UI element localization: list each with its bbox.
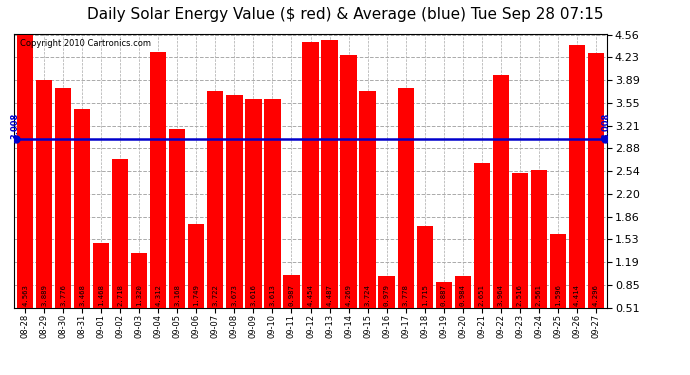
Text: 1.596: 1.596	[555, 284, 561, 306]
Bar	[17, 35, 33, 308]
Bar	[550, 234, 566, 308]
Bar	[359, 92, 375, 308]
Bar	[150, 52, 166, 308]
Text: 0.887: 0.887	[441, 284, 446, 306]
Bar	[264, 99, 281, 308]
Text: 3.616: 3.616	[250, 284, 257, 306]
Text: 1.749: 1.749	[193, 284, 199, 306]
Text: 3.168: 3.168	[175, 284, 180, 306]
Bar	[302, 42, 319, 308]
Text: 0.987: 0.987	[288, 284, 295, 306]
Text: 3.889: 3.889	[41, 284, 47, 306]
Bar	[455, 276, 471, 308]
Bar	[588, 53, 604, 307]
Text: 1.715: 1.715	[422, 284, 428, 306]
Text: 3.722: 3.722	[213, 284, 219, 306]
Text: 4.296: 4.296	[593, 284, 599, 306]
Text: 2.561: 2.561	[535, 284, 542, 306]
Bar	[55, 88, 71, 308]
Bar	[473, 164, 490, 308]
Bar	[379, 276, 395, 308]
Bar	[531, 170, 546, 308]
Text: 2.651: 2.651	[479, 284, 484, 306]
Text: 2.516: 2.516	[517, 284, 523, 306]
Bar	[322, 40, 337, 308]
Text: 3.468: 3.468	[79, 284, 86, 306]
Text: 4.414: 4.414	[574, 284, 580, 306]
Bar	[226, 95, 242, 308]
Bar	[435, 282, 452, 308]
Text: Daily Solar Energy Value ($ red) & Average (blue) Tue Sep 28 07:15: Daily Solar Energy Value ($ red) & Avera…	[87, 8, 603, 22]
Text: 4.487: 4.487	[326, 284, 333, 306]
Text: 4.563: 4.563	[22, 284, 28, 306]
Text: 0.979: 0.979	[384, 284, 390, 306]
Text: 3.778: 3.778	[402, 284, 408, 306]
Text: 3.776: 3.776	[60, 284, 66, 306]
Bar	[112, 159, 128, 308]
Text: 3.724: 3.724	[364, 284, 371, 306]
Text: 0.984: 0.984	[460, 284, 466, 306]
Bar	[493, 75, 509, 307]
Bar	[417, 226, 433, 308]
Bar	[207, 92, 224, 308]
Text: Copyright 2010 Cartronics.com: Copyright 2010 Cartronics.com	[20, 39, 150, 48]
Text: 3.008: 3.008	[10, 113, 19, 140]
Bar	[93, 243, 110, 308]
Text: 3.613: 3.613	[270, 284, 275, 306]
Bar	[397, 88, 414, 308]
Bar	[36, 80, 52, 308]
Bar	[188, 224, 204, 308]
Text: 3.673: 3.673	[231, 284, 237, 306]
Text: 4.454: 4.454	[308, 284, 313, 306]
Bar	[246, 99, 262, 308]
Text: 2.718: 2.718	[117, 284, 124, 306]
Text: 4.269: 4.269	[346, 284, 351, 306]
Bar	[511, 172, 528, 308]
Bar	[131, 253, 148, 308]
Bar	[340, 55, 357, 308]
Text: 3.008: 3.008	[602, 113, 611, 140]
Bar	[284, 275, 299, 308]
Text: 1.320: 1.320	[137, 284, 142, 306]
Text: 3.964: 3.964	[497, 284, 504, 306]
Text: 4.312: 4.312	[155, 284, 161, 306]
Bar	[569, 45, 585, 308]
Text: 1.468: 1.468	[98, 284, 104, 306]
Bar	[169, 129, 186, 308]
Bar	[75, 108, 90, 307]
